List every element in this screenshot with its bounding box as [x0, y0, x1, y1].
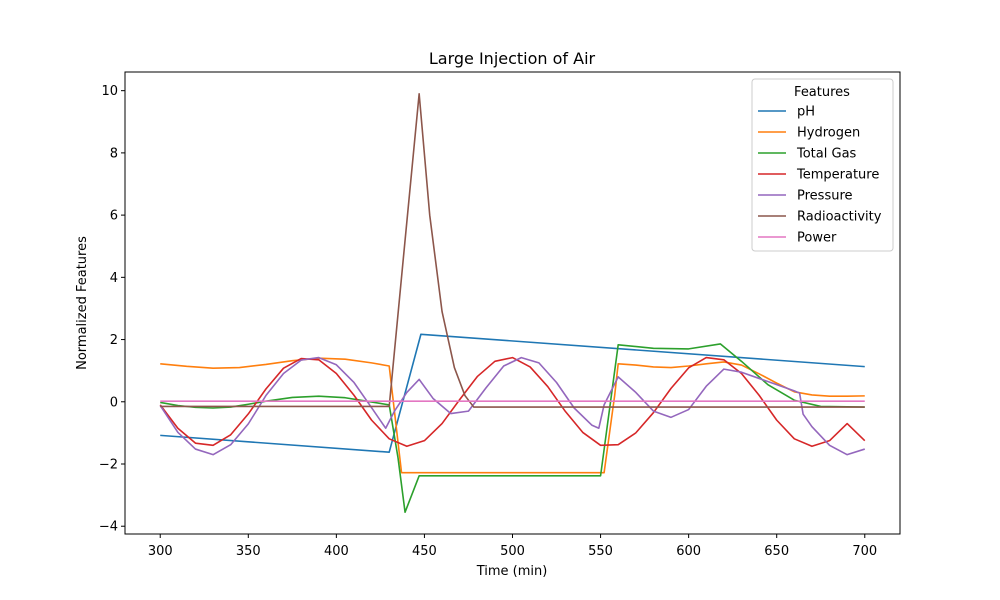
- chart-title: Large Injection of Air: [429, 49, 596, 68]
- y-tick-label: 0: [110, 395, 118, 410]
- legend-box: [751, 78, 894, 252]
- x-tick-label: 550: [588, 544, 613, 559]
- y-tick-label: 10: [101, 84, 118, 99]
- legend-label-total-gas: Total Gas: [796, 147, 857, 162]
- legend-label-power: Power: [797, 231, 837, 246]
- y-tick-label: 4: [110, 271, 118, 286]
- x-tick-label: 650: [764, 544, 789, 559]
- legend-label-pressure: Pressure: [797, 189, 853, 204]
- series-layer: [159, 92, 866, 514]
- y-axis-label: Normalized Features: [75, 236, 90, 370]
- x-tick-label: 400: [324, 544, 349, 559]
- x-tick-label: 500: [500, 544, 525, 559]
- x-axis-label: Time (min): [476, 564, 548, 579]
- y-tick-label: −4: [99, 520, 118, 535]
- y-tick-label: 6: [110, 209, 118, 224]
- x-tick-label: 300: [148, 544, 173, 559]
- y-tick-label: −2: [99, 458, 118, 473]
- series-line-pressure: [159, 356, 866, 456]
- legend-label-hydrogen: Hydrogen: [797, 126, 860, 141]
- legend-label-temperature: Temperature: [796, 168, 879, 183]
- legend-items: pH Hydrogen Total Gas Temperature Pressure Ra…: [758, 105, 882, 246]
- series-line-ph: [160, 333, 865, 453]
- legend-title: Features: [794, 85, 850, 100]
- x-tick-label: 450: [412, 544, 437, 559]
- x-tick-label: 700: [852, 544, 877, 559]
- legend-label-radioactivity: Radioactivity: [797, 210, 882, 225]
- series-line-temperature: [159, 356, 866, 448]
- x-tick-label: 600: [676, 544, 701, 559]
- y-tick-label: 2: [110, 333, 118, 348]
- y-tick-label: 8: [110, 146, 118, 161]
- legend-label-ph: pH: [797, 105, 815, 120]
- legend: Features pH Hydrogen Total Gas Temperature P…: [751, 78, 894, 252]
- x-axis: 300 350 400 450 500 550 600 650 700: [148, 534, 877, 559]
- x-tick-label: 350: [236, 544, 261, 559]
- y-axis: −4 −2 0 2 4 6 8 10: [99, 84, 125, 535]
